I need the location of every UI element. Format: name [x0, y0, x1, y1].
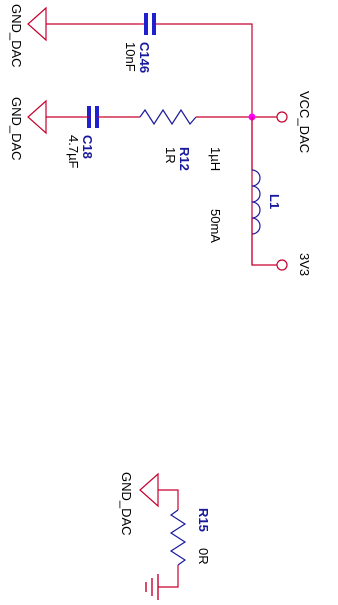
net-label-gnd-dac-bottom: GND_DAC	[119, 472, 134, 536]
l1-value: 1µH	[208, 147, 223, 171]
c18-reference: C18	[80, 135, 95, 159]
net-label-gnd-dac-top: GND_DAC	[9, 4, 24, 68]
pin-3v3	[276, 259, 288, 271]
net-label-3v3: 3V3	[297, 253, 312, 276]
inductor-l1	[251, 117, 261, 265]
c18-value: 4.7µF	[66, 135, 81, 169]
capacitor-c146	[140, 13, 160, 35]
ground-symbol-c18	[27, 99, 47, 135]
net-label-gnd-dac-mid: GND_DAC	[9, 97, 24, 161]
pin-vcc-dac	[276, 111, 288, 123]
r12-reference: R12	[177, 147, 192, 171]
r15-reference: R15	[196, 508, 211, 532]
c146-reference: C146	[137, 42, 152, 73]
ground-symbol-r15	[139, 472, 159, 508]
ground-symbol-c146	[27, 6, 47, 42]
l1-reference: L1	[267, 194, 282, 209]
net-label-vcc-dac: VCC_DAC	[297, 91, 312, 153]
resistor-r12	[139, 108, 197, 126]
r15-value: 0R	[196, 548, 211, 565]
r12-value: 1R	[163, 147, 178, 164]
capacitor-c18	[83, 106, 103, 128]
c146-value: 10nF	[123, 42, 138, 72]
earth-ground-icon	[145, 574, 159, 600]
resistor-r15	[158, 489, 187, 588]
l1-current-rating: 50mA	[208, 209, 223, 243]
